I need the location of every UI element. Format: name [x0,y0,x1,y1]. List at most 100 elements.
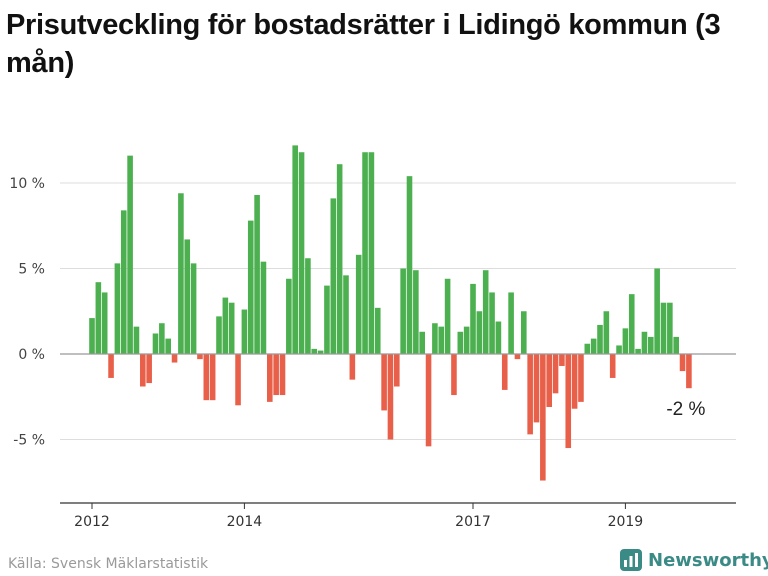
bar [514,354,521,360]
bar [298,152,305,354]
bar [267,354,273,402]
bar [159,323,165,354]
bar [628,294,635,354]
bar [508,292,514,354]
bar [660,302,667,354]
y-tick-labels: 10 % 5 % 0 % -5 % [9,176,45,449]
bar [273,354,279,396]
chart-title: Prisutveckling för bostadsrätter i Lidin… [6,9,721,79]
source-note: Källa: Svensk Mäklarstatistik [8,556,209,572]
x-axis: 2012 2014 2017 2019 [60,502,736,530]
bar [190,263,197,354]
bar [470,283,476,354]
bar [432,323,438,354]
bar [241,309,248,354]
bar [311,348,318,354]
bar [343,275,349,354]
bar [438,326,445,354]
bar [533,354,540,423]
bar [527,354,533,435]
bar [451,354,457,396]
bar [635,348,641,354]
bar [133,326,140,354]
bar [521,311,527,354]
bar [89,318,95,354]
bar [495,321,502,354]
bars [89,145,692,481]
bar [324,285,330,354]
bar [146,354,152,384]
bar [222,297,229,354]
bar [101,292,108,354]
y-tick-label: 10 % [9,176,45,192]
bar [584,343,591,354]
bar [552,354,559,394]
bar [279,354,286,396]
bar [578,354,584,402]
bar [546,354,552,408]
bar [457,331,464,354]
bar [330,198,337,354]
bar [209,354,216,401]
bar [114,263,121,354]
bar [667,302,673,354]
bar [120,210,127,354]
bar [349,354,356,380]
bar [381,354,387,411]
bar [216,316,222,354]
bar [406,176,413,354]
bar [260,261,267,354]
newsworthy-logo-icon [620,549,642,571]
bar [235,354,241,406]
bar [184,239,191,354]
bar [127,155,133,354]
last-value-label: -2 % [666,399,705,420]
bar [673,336,679,354]
bar [178,193,184,354]
bar [603,311,610,354]
x-tick-label: 2017 [455,514,491,530]
bar [641,331,648,354]
brand-logo[interactable]: Newsworthy [620,546,768,574]
bar [368,152,375,354]
bar [362,152,368,354]
bar [374,307,381,354]
bar [355,254,362,354]
bar [476,311,483,354]
bar [590,338,597,354]
bar [152,333,159,354]
bar [597,324,603,354]
bar [286,278,292,354]
bar [171,354,178,363]
x-tick-label: 2012 [74,514,110,530]
bar [400,268,406,354]
brand-name: Newsworthy [648,549,768,571]
bar [197,354,203,360]
bar [247,220,254,354]
bar [228,302,235,354]
bar [686,354,692,389]
y-tick-label: 5 % [18,262,45,278]
bar [648,336,654,354]
bar [501,354,508,390]
bar [654,268,660,354]
bar [254,194,260,354]
bar [336,164,343,354]
bar [413,270,419,354]
bar [305,258,311,354]
bar [489,292,495,354]
bar [419,331,425,354]
bar [616,345,622,354]
bar [540,354,546,481]
bar [609,354,616,378]
bar [387,354,394,440]
y-tick-label: -5 % [13,433,45,449]
bar [394,354,400,387]
x-tick-label: 2019 [608,514,644,530]
bar [482,270,489,354]
bar [444,278,451,354]
bar [463,326,470,354]
bar [425,354,432,447]
bar [571,354,578,409]
